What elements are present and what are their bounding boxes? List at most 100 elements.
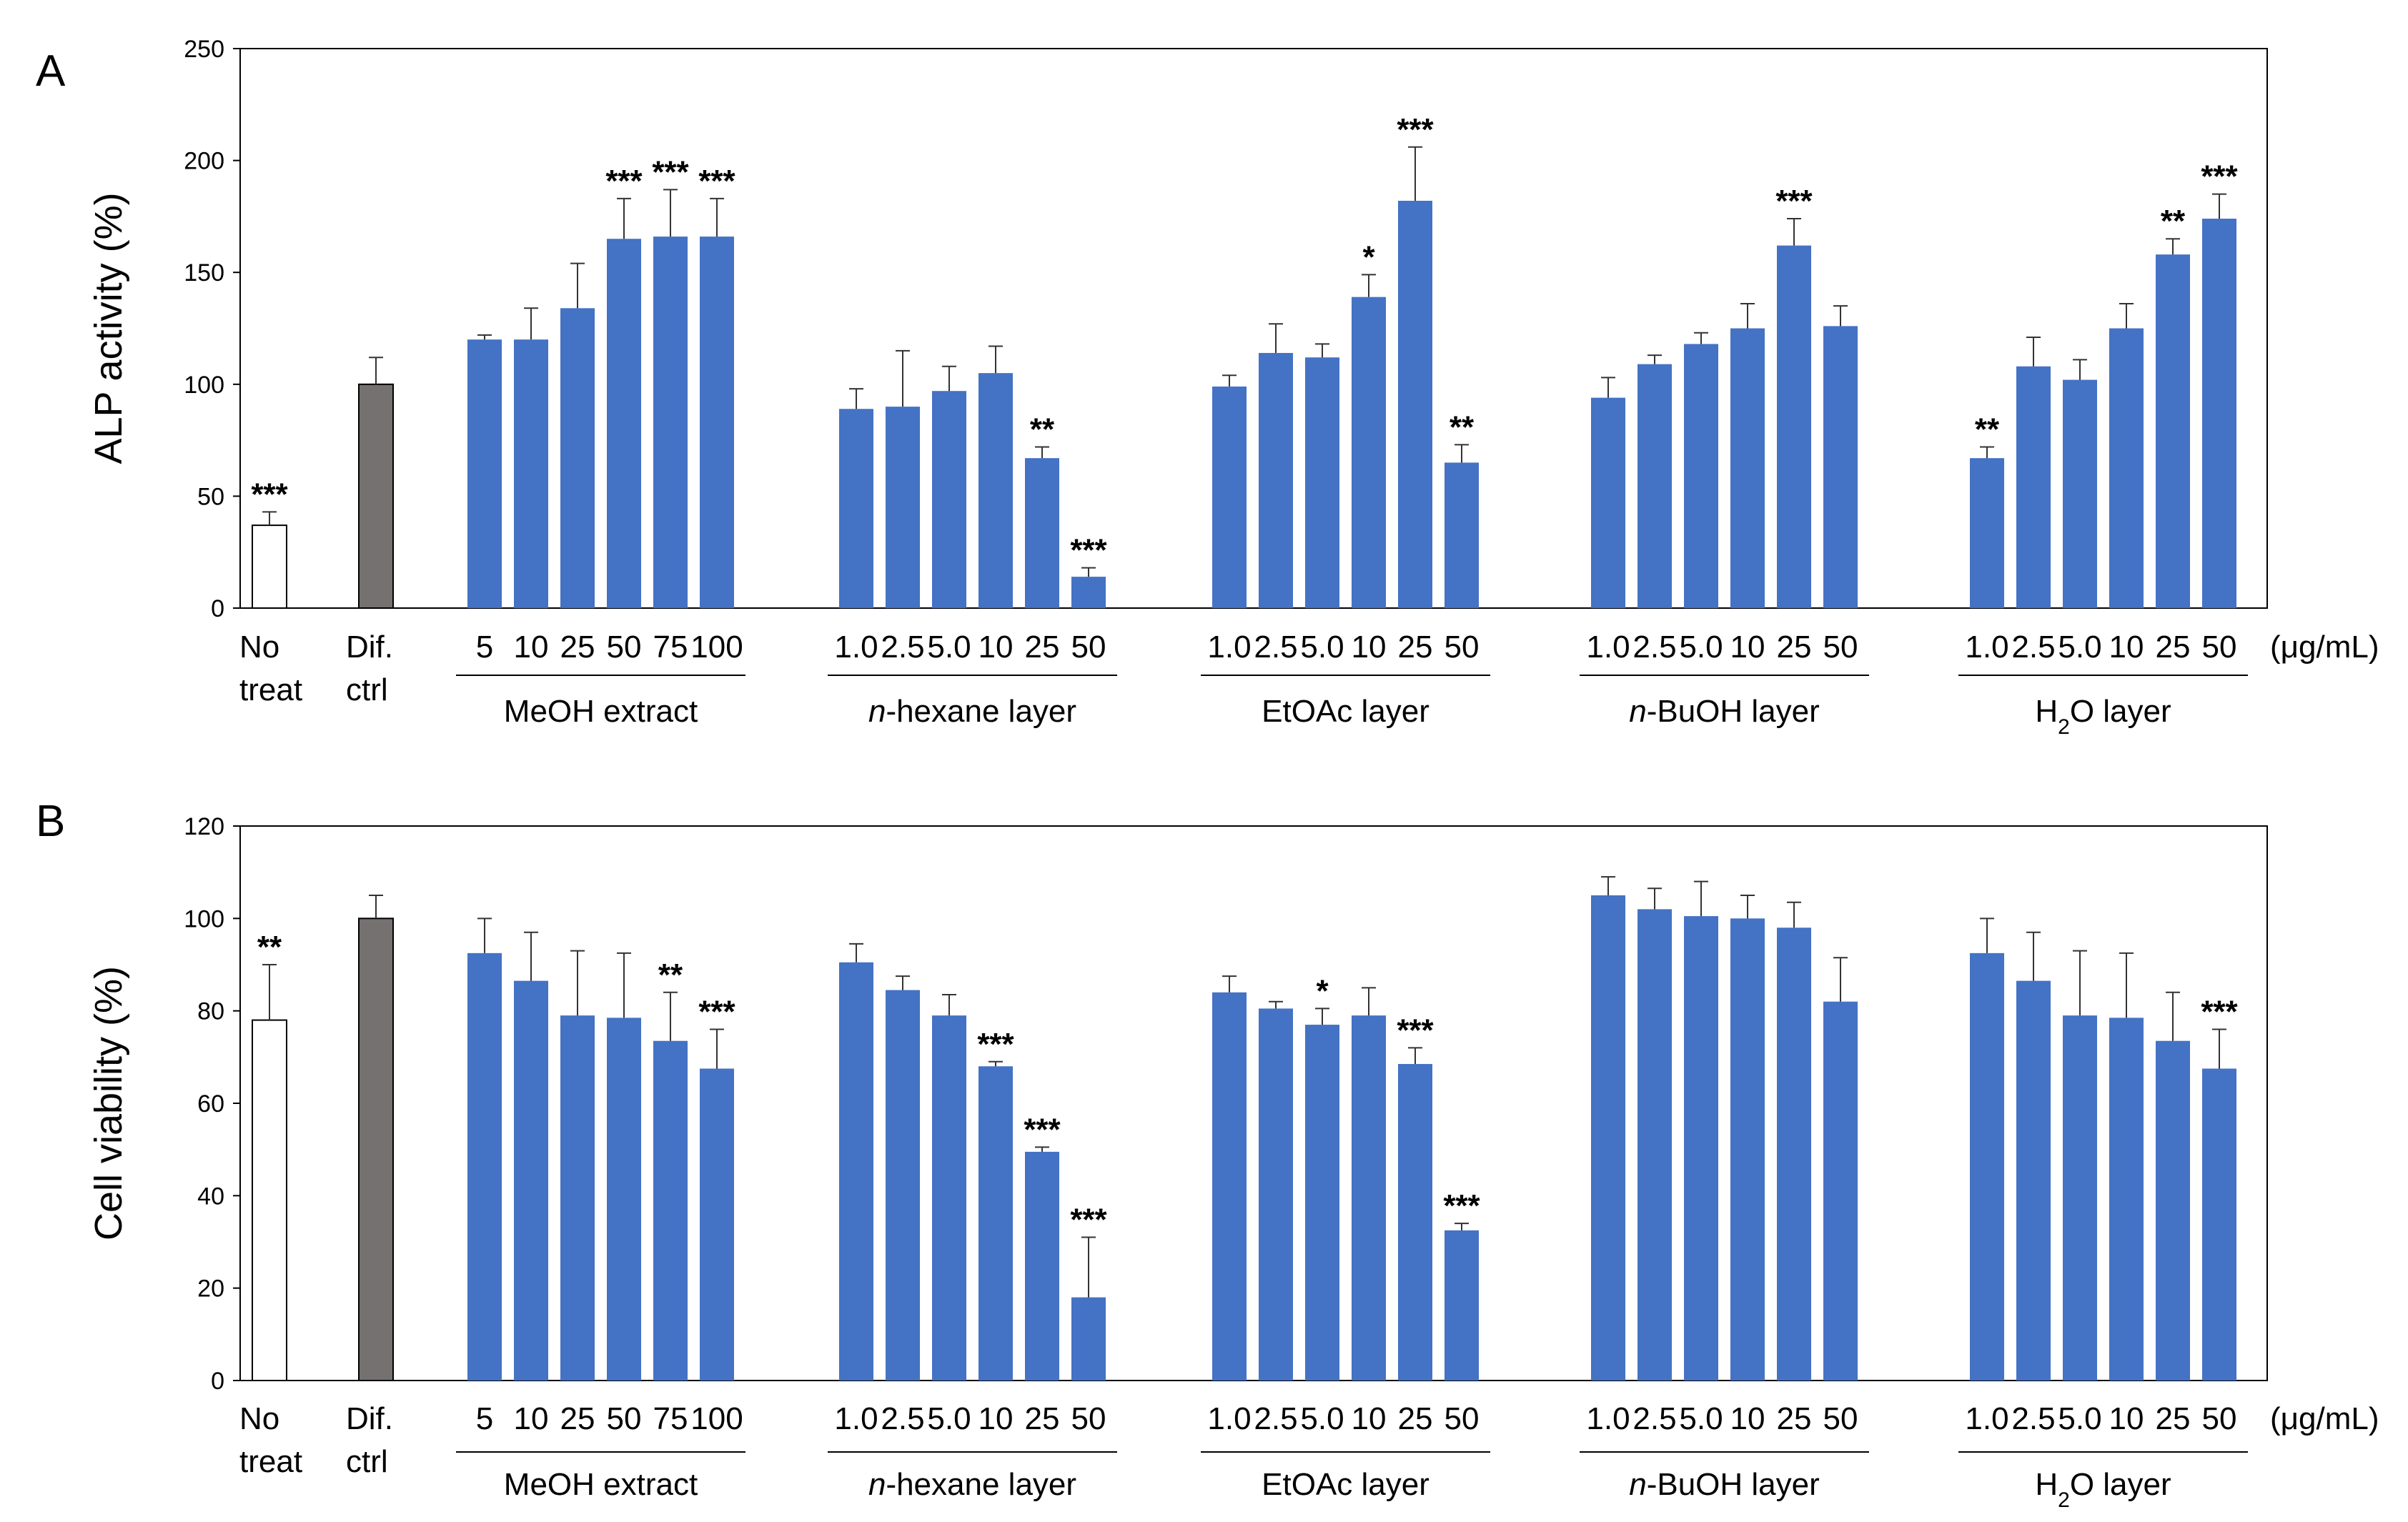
group-label-post: O layer xyxy=(2070,694,2171,729)
group-label-italic: n xyxy=(868,1467,886,1502)
bar xyxy=(1970,953,2004,1381)
bar xyxy=(2016,366,2051,608)
x-tick-label: 75 xyxy=(653,1401,688,1436)
significance-marker: ** xyxy=(2161,204,2186,239)
x-tick-label: 1.0 xyxy=(1965,630,2008,665)
x-tick-label: 50 xyxy=(2202,1401,2237,1436)
bar xyxy=(932,1015,966,1381)
x-tick-label: 100 xyxy=(690,630,743,665)
bar xyxy=(2202,1068,2236,1381)
x-tick-label: 10 xyxy=(978,630,1014,665)
x-tick-label: 25 xyxy=(1025,1401,1060,1436)
group-label-rest: -BuOH layer xyxy=(1647,694,1820,729)
bar xyxy=(2109,1018,2144,1381)
bar xyxy=(1212,992,1247,1381)
control-label: No xyxy=(239,630,279,665)
y-tick-label: 150 xyxy=(184,259,224,287)
x-tick-label: 25 xyxy=(1398,1401,1433,1436)
bar xyxy=(978,1066,1013,1381)
bar xyxy=(839,962,873,1381)
y-tick-label: 0 xyxy=(211,1368,224,1395)
bar xyxy=(1398,200,1432,608)
bar xyxy=(1259,352,1293,608)
y-tick-label: 100 xyxy=(184,905,224,932)
bar xyxy=(932,391,966,608)
group-label: MeOH extract xyxy=(504,1467,698,1502)
x-tick-label: 1.0 xyxy=(834,630,878,665)
unit-label: (μg/mL) xyxy=(2270,1401,2379,1436)
x-tick-label: 5.0 xyxy=(1679,630,1723,665)
x-tick-label: 50 xyxy=(607,1401,642,1436)
significance-marker: ** xyxy=(257,930,282,965)
bar xyxy=(2156,254,2190,608)
x-tick-label: 75 xyxy=(653,630,688,665)
significance-marker: *** xyxy=(2201,995,2238,1030)
group-label: MeOH extract xyxy=(504,694,698,729)
bar xyxy=(1025,458,1059,608)
bar xyxy=(2016,980,2051,1381)
bar xyxy=(1398,1064,1432,1381)
control-label: No xyxy=(239,1401,279,1436)
x-tick-label: 1.0 xyxy=(1207,1401,1251,1436)
x-tick-label: 2.5 xyxy=(2011,630,2055,665)
significance-marker: *** xyxy=(977,1027,1014,1062)
significance-marker: *** xyxy=(1070,1203,1107,1238)
x-tick-label: 25 xyxy=(1398,630,1433,665)
bar xyxy=(1445,462,1479,608)
bar xyxy=(1823,326,1858,608)
bar xyxy=(1777,245,1811,608)
group-label: n-hexane layer xyxy=(868,694,1076,729)
bar xyxy=(1212,386,1247,608)
bar xyxy=(886,990,920,1381)
significance-marker: ** xyxy=(1450,409,1475,444)
group-label-post: O layer xyxy=(2070,1467,2171,1502)
chart-panel-b: B 0 20 40 60 80 100 120 Cell viability (%) ** No tr… xyxy=(36,797,2379,1512)
bar xyxy=(1637,909,1672,1381)
x-tick-label: 2.5 xyxy=(1632,1401,1676,1436)
group-label-pre: H xyxy=(2035,1467,2058,1502)
bar xyxy=(1591,397,1625,608)
significance-marker: *** xyxy=(1024,1112,1061,1147)
bar xyxy=(358,383,394,609)
y-tick-label: 40 xyxy=(197,1183,224,1210)
unit-label: (μg/mL) xyxy=(2270,630,2379,665)
significance-marker: *** xyxy=(605,164,643,199)
x-tick-label: 10 xyxy=(1730,630,1765,665)
significance-marker: *** xyxy=(698,164,735,199)
bar xyxy=(653,1040,688,1381)
y-tick-label: 100 xyxy=(184,372,224,399)
significance-marker: *** xyxy=(251,477,288,512)
x-tick-label: 1.0 xyxy=(834,1401,878,1436)
x-tick-label: 10 xyxy=(514,630,549,665)
group-label: n-BuOH layer xyxy=(1629,694,1820,729)
group-label-italic: n xyxy=(868,694,886,729)
x-tick-label: 2.5 xyxy=(2011,1401,2055,1436)
significance-marker: *** xyxy=(1775,184,1813,219)
group-label: n-hexane layer xyxy=(868,1467,1076,1502)
x-tick-label: 5.0 xyxy=(2058,630,2101,665)
y-tick-label: 0 xyxy=(211,595,224,622)
bar xyxy=(1259,1008,1293,1381)
significance-marker: *** xyxy=(1443,1188,1480,1223)
x-tick-label: 5.0 xyxy=(927,630,971,665)
group-label-subscript: 2 xyxy=(2058,715,2070,739)
x-tick-label: 5.0 xyxy=(1679,1401,1723,1436)
bar xyxy=(1684,344,1718,608)
x-tick-label: 5.0 xyxy=(927,1401,971,1436)
bar xyxy=(1352,1015,1386,1381)
x-tick-label: 100 xyxy=(690,1401,743,1436)
y-tick-label: 50 xyxy=(197,483,224,510)
bar xyxy=(560,308,595,608)
bar xyxy=(1352,297,1386,608)
x-tick-label: 10 xyxy=(978,1401,1014,1436)
x-tick-label: 50 xyxy=(1445,630,1480,665)
group-label: EtOAc layer xyxy=(1262,1467,1430,1502)
bar xyxy=(700,1068,734,1381)
x-tick-label: 10 xyxy=(2109,1401,2144,1436)
group-label-pre: H xyxy=(2035,694,2058,729)
x-tick-label: 5 xyxy=(476,1401,493,1436)
significance-marker: * xyxy=(1316,973,1329,1008)
x-tick-label: 50 xyxy=(1071,630,1106,665)
y-tick-label: 120 xyxy=(184,813,224,840)
